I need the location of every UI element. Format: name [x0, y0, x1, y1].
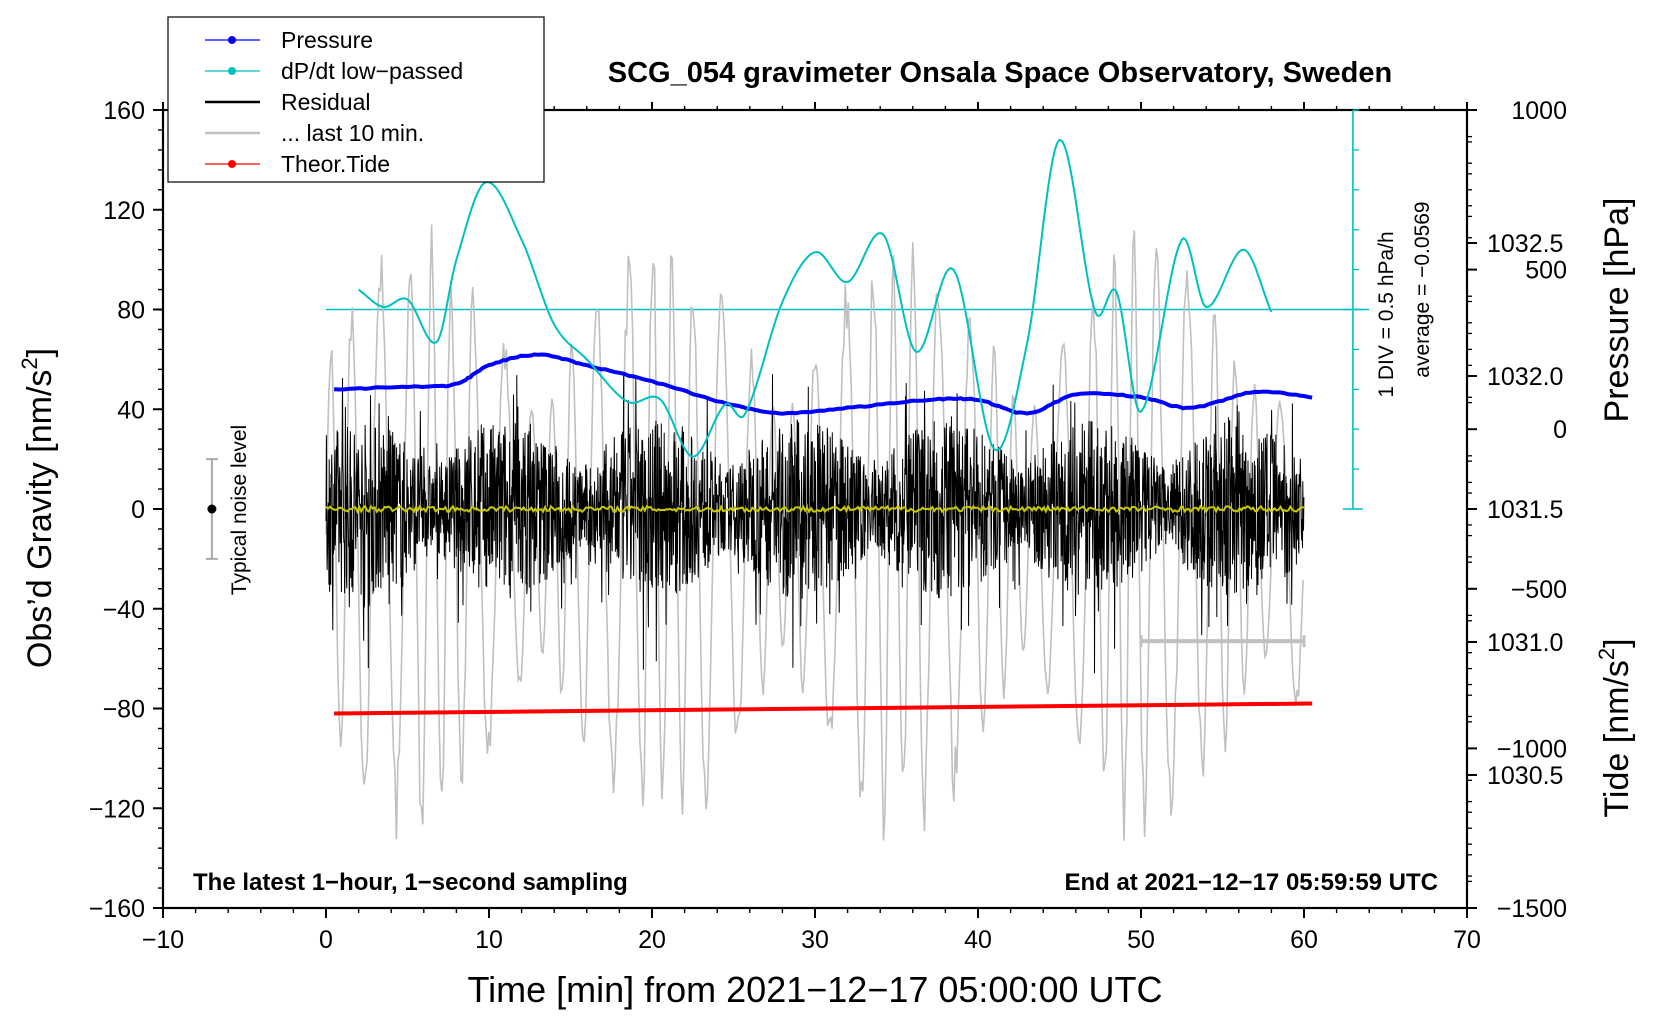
dpdt-div-label: 1 DIV = 0.5 hPa/h — [1375, 231, 1398, 397]
x-tick-label: −10 — [142, 926, 184, 954]
noise-level-indicator — [205, 458, 218, 560]
legend-label: ... last 10 min. — [281, 120, 424, 146]
legend-label: Pressure — [281, 27, 373, 53]
pressure-axis: 1030.5 1031.0 1031.5 1032.0 1032.5 — [1467, 135, 1563, 883]
x-tick-label: 60 — [1290, 926, 1318, 954]
y-tick-label: −40 — [103, 596, 145, 624]
x-tick-label: 50 — [1127, 926, 1155, 954]
chart-title: SCG_054 gravimeter Onsala Space Observat… — [608, 57, 1392, 89]
pressure-tick-label: 1032.0 — [1487, 363, 1563, 391]
legend-label: dP/dt low−passed — [281, 58, 463, 84]
pressure-axis-label: Pressure [hPa] — [1598, 198, 1636, 423]
y-tick-label: 40 — [117, 396, 145, 424]
tide-axis-label: Tide [nm/s2] — [1594, 638, 1636, 817]
y-axis: −160 −120 −80 −40 0 40 80 120 160 — [89, 97, 163, 923]
y-tick-label: 120 — [103, 197, 145, 225]
pressure-tick-label: 1030.5 — [1487, 762, 1563, 790]
series-dpdt — [357, 138, 1273, 458]
tide-tick-label: 0 — [1553, 416, 1567, 444]
y-tick-label: −80 — [103, 696, 145, 724]
dpdt-average-label: average = −0.0569 — [1411, 201, 1434, 377]
legend-label: Residual — [281, 89, 371, 115]
series-residual — [325, 373, 1305, 674]
series-theor-tide — [334, 701, 1313, 716]
x-tick-label: 40 — [964, 926, 992, 954]
annotation-end-time: End at 2021−12−17 05:59:59 UTC — [1064, 869, 1438, 896]
tide-tick-label: −1000 — [1497, 735, 1567, 763]
series-residual-smoothed — [325, 504, 1305, 515]
y-tick-label: 80 — [117, 297, 145, 325]
legend-marker — [228, 36, 236, 44]
legend-marker — [228, 160, 236, 168]
tide-tick-label: −500 — [1511, 576, 1567, 604]
tide-axis: −1500 −1000 −500 0 500 1000 — [1467, 97, 1567, 923]
annotation-sampling: The latest 1−hour, 1−second sampling — [193, 869, 628, 896]
series-pressure — [334, 352, 1313, 416]
y-tick-label: −160 — [89, 895, 145, 923]
x-axis-label: Time [min] from 2021−12−17 05:00:00 UTC — [467, 969, 1162, 1010]
x-tick-label: 10 — [475, 926, 503, 954]
x-tick-label: 70 — [1453, 926, 1481, 954]
legend-marker — [228, 67, 236, 75]
y-tick-label: −120 — [89, 795, 145, 823]
pressure-tick-label: 1032.5 — [1487, 230, 1563, 258]
legend-box — [167, 16, 545, 183]
pressure-tick-label: 1031.5 — [1487, 496, 1563, 524]
x-tick-label: 20 — [638, 926, 666, 954]
legend: Pressure dP/dt low−passed Residual ... last… — [167, 16, 545, 183]
x-tick-label: 30 — [801, 926, 829, 954]
x-tick-label: 0 — [319, 926, 333, 954]
x-axis: −10 0 10 20 30 40 50 60 70 — [142, 102, 1481, 954]
dpdt-scale: 1 DIV = 0.5 hPa/h average = −0.0569 — [1342, 109, 1434, 510]
tide-tick-label: 1000 — [1511, 97, 1567, 125]
series-layer — [325, 138, 1370, 841]
y-tick-label: 0 — [131, 496, 145, 524]
noise-level-label: Typical noise level — [228, 425, 251, 595]
pressure-tick-label: 1031.0 — [1487, 629, 1563, 657]
y-axis-label: Obs’d Gravity [nm/s2] — [17, 348, 59, 668]
tide-tick-label: 500 — [1525, 257, 1567, 285]
tide-tick-label: −1500 — [1497, 895, 1567, 923]
noise-bar-center — [207, 504, 217, 514]
y-tick-label: 160 — [103, 97, 145, 125]
legend-label: Theor.Tide — [281, 151, 390, 177]
